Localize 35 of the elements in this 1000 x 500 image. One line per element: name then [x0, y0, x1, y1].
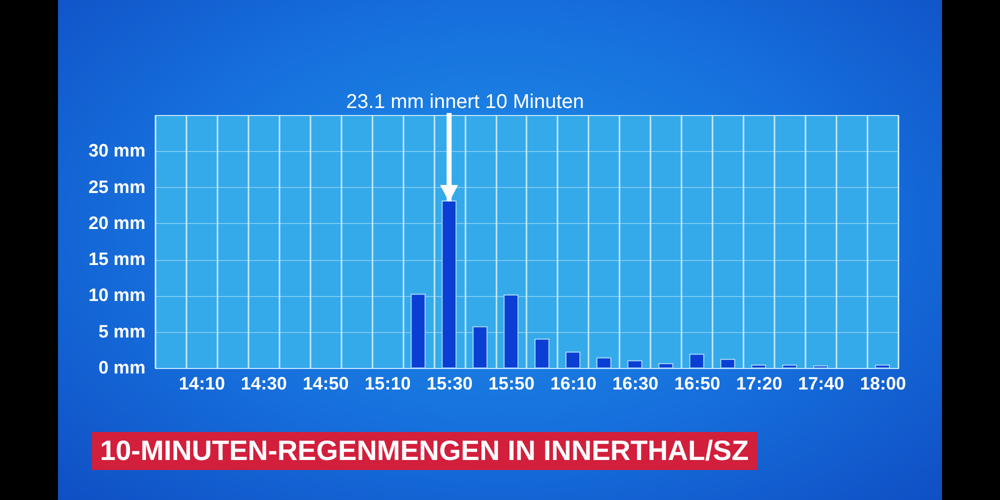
bar: [504, 294, 518, 368]
y-tick-label: 25 mm: [88, 176, 146, 197]
x-tick-label: 17:20: [736, 374, 782, 394]
x-tick-label: 15:50: [488, 374, 535, 394]
x-tick-label: 17:40: [798, 374, 844, 394]
text: 10-MINUTEN-REGENMENGEN IN INNERTHAL/SZ: [92, 432, 757, 470]
x-tick-label: 14:50: [302, 374, 349, 394]
x-tick-label: 15:10: [364, 374, 411, 394]
y-tick-label: 30 mm: [88, 140, 146, 161]
bar: [534, 338, 550, 368]
x-tick-label: 16:10: [550, 374, 596, 394]
bar: [472, 326, 488, 368]
x-tick-label: 16:30: [612, 374, 658, 394]
bar: [565, 352, 580, 368]
x-tick-label: 15:30: [426, 374, 473, 394]
x-tick-label: 18:00: [860, 374, 906, 394]
bar: [720, 358, 736, 368]
bar: [875, 364, 890, 368]
annotation: 23.1 mm innert 10 Minuten: [346, 91, 584, 113]
x-tick-label: 16:50: [674, 374, 720, 394]
bar: [689, 354, 704, 368]
y-tick-label: 15 mm: [88, 249, 146, 270]
y-tick-label: 10 mm: [88, 285, 146, 306]
x-tick-label: 14:30: [240, 374, 287, 394]
bar: [658, 363, 674, 368]
bar: [813, 365, 828, 368]
bar: [751, 364, 766, 368]
bar: [410, 294, 426, 368]
y-tick-label: 20 mm: [88, 212, 146, 233]
x-tick-label: 14:10: [178, 374, 225, 394]
y-tick-label: 5 mm: [98, 321, 146, 342]
bar: [627, 360, 642, 368]
bar: [596, 357, 612, 368]
y-tick-label: 0 mm: [98, 358, 146, 378]
bar: [782, 364, 798, 368]
